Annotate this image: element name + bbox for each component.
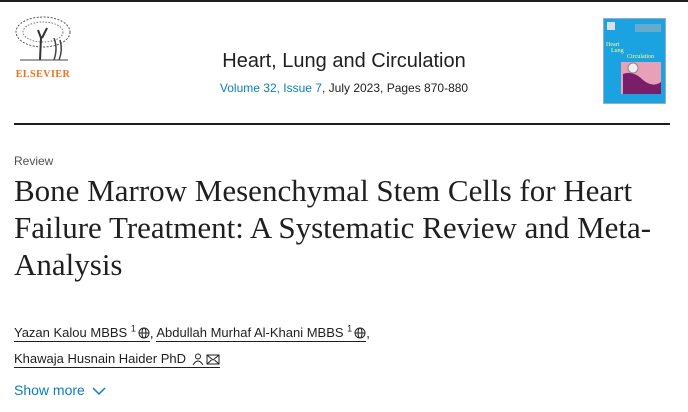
- top-border: [0, 0, 688, 2]
- email-icon: [206, 354, 220, 365]
- author-link[interactable]: Abdullah Murhaf Al-Khani MBBS 1: [156, 324, 367, 343]
- separator: ,: [149, 325, 154, 341]
- chevron-down-icon: [92, 387, 106, 396]
- journal-header: Heart, Lung and Circulation Volume 32, I…: [0, 50, 688, 95]
- person-icon: [192, 353, 204, 366]
- author-link[interactable]: Yazan Kalou MBBS 1: [14, 324, 150, 343]
- header-divider: [14, 123, 670, 125]
- journal-cover-image[interactable]: Heart Lung Circulation: [603, 18, 666, 104]
- journal-issue-info: Volume 32, Issue 7, July 2023, Pages 870…: [0, 81, 688, 95]
- author-name: Khawaja Husnain Haider PhD: [14, 351, 186, 367]
- author-name: Abdullah Murhaf Al-Khani MBBS: [156, 325, 344, 341]
- issue-details: , July 2023, Pages 870-880: [321, 81, 469, 95]
- cover-title-1: Heart: [606, 42, 620, 48]
- cover-title-3: Circulation: [627, 54, 654, 60]
- separator: ,: [366, 325, 370, 341]
- volume-issue-link[interactable]: Volume 32, Issue 7: [219, 81, 322, 95]
- affiliation-sup: 1: [347, 324, 353, 334]
- article-type: Review: [14, 154, 54, 168]
- globe-icon: [138, 327, 150, 339]
- elsevier-tree-icon: [15, 16, 71, 61]
- journal-title-link[interactable]: Heart, Lung and Circulation: [222, 50, 466, 72]
- author-list: Yazan Kalou MBBS 1, Abdullah Murhaf Al-K…: [14, 316, 674, 372]
- show-more-button[interactable]: Show more: [14, 382, 106, 398]
- author-link[interactable]: Khawaja Husnain Haider PhD: [14, 351, 220, 369]
- author-name: Yazan Kalou MBBS: [14, 325, 128, 341]
- globe-icon: [354, 327, 366, 339]
- elsevier-logo[interactable]: ELSEVIER: [14, 16, 72, 80]
- show-more-label: Show more: [14, 382, 85, 398]
- cover-title-2: Lung: [611, 48, 624, 54]
- article-title: Bone Marrow Mesenchymal Stem Cells for H…: [14, 173, 652, 282]
- affiliation-sup: 1: [130, 324, 136, 334]
